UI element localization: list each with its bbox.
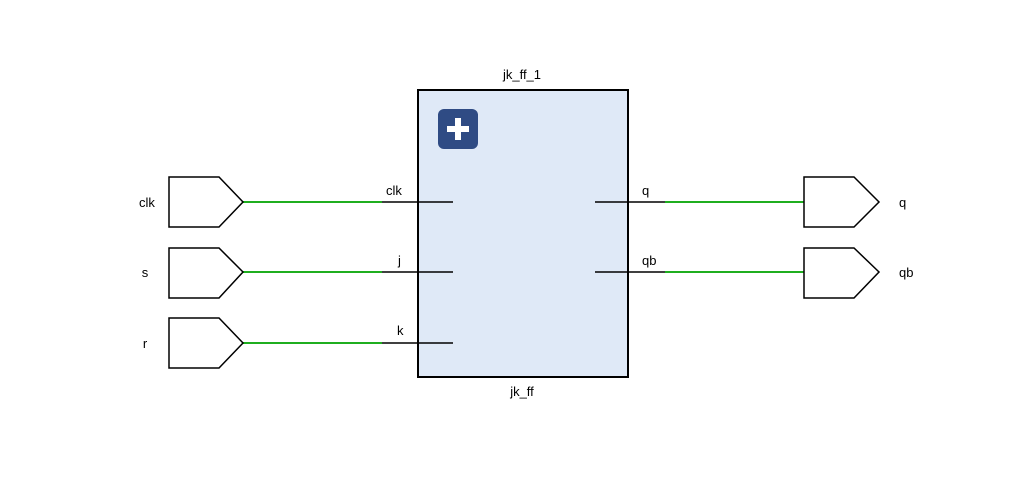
plus-icon	[447, 118, 469, 140]
jk-ff-block[interactable]: jk_ff_1 jk_ff clk j k q	[382, 67, 665, 399]
pin-label: q	[642, 183, 649, 198]
port-label: r	[143, 336, 148, 351]
pin-label: qb	[642, 253, 656, 268]
block-module-name: jk_ff	[509, 384, 534, 399]
input-port-s[interactable]: s	[142, 247, 245, 299]
block-output-pin-q[interactable]: q	[595, 183, 665, 203]
port-label: clk	[139, 195, 155, 210]
block-input-pin-j[interactable]: j	[382, 253, 453, 273]
input-port-r[interactable]: r	[143, 317, 245, 369]
port-label: s	[142, 265, 149, 280]
output-port-qb[interactable]: qb	[803, 247, 913, 299]
pin-label: k	[397, 323, 404, 338]
port-label: qb	[899, 265, 913, 280]
pin-label: clk	[386, 183, 402, 198]
block-input-pin-k[interactable]: k	[382, 323, 453, 344]
block-instance-name: jk_ff_1	[502, 67, 541, 82]
input-port-clk[interactable]: clk	[139, 176, 245, 228]
output-port-q[interactable]: q	[803, 176, 906, 228]
block-input-pin-clk[interactable]: clk	[382, 183, 453, 203]
expand-button[interactable]	[438, 109, 478, 149]
pin-label: j	[397, 253, 401, 268]
block-output-pin-qb[interactable]: qb	[595, 253, 665, 273]
port-label: q	[899, 195, 906, 210]
